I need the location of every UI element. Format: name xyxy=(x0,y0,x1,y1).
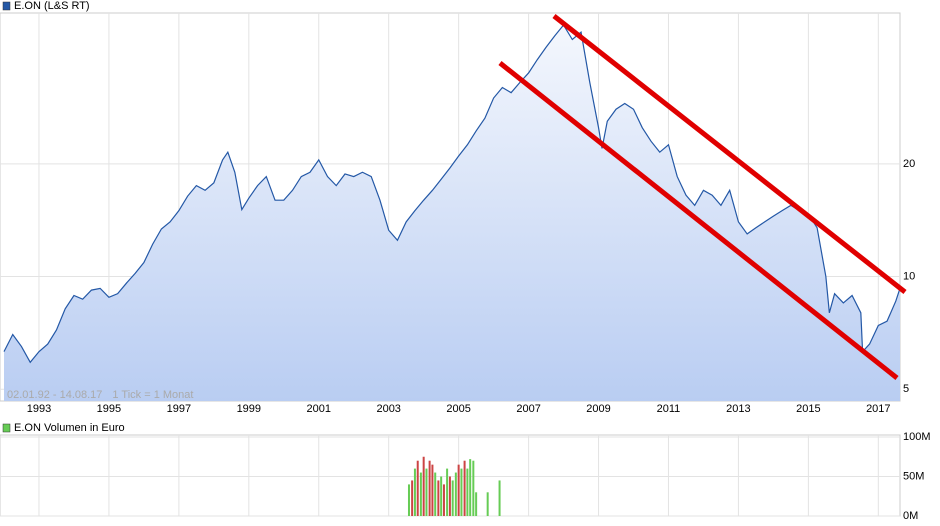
y-tick-label: 50M xyxy=(903,470,924,482)
x-tick-label: 2015 xyxy=(796,403,820,415)
volume-bar xyxy=(460,468,463,516)
trend-line xyxy=(498,61,899,380)
price-line xyxy=(3,24,901,364)
volume-bar xyxy=(475,492,478,516)
x-tick-label: 2007 xyxy=(516,403,540,415)
y-tick-label: 100M xyxy=(903,431,931,443)
volume-bar xyxy=(419,472,422,516)
legend-swatch xyxy=(2,423,11,433)
volume-bar xyxy=(451,480,454,516)
volume-bar xyxy=(411,480,414,516)
legend-label: E.ON (L&S RT) xyxy=(14,0,90,12)
volume-bar xyxy=(431,464,434,516)
y-tick-label: 20 xyxy=(903,158,915,170)
y-tick-label: 0M xyxy=(903,510,918,522)
volume-bar xyxy=(440,476,443,516)
volume-bar xyxy=(437,480,440,516)
volume-bar xyxy=(448,476,451,516)
x-tick-label: 1999 xyxy=(237,403,261,415)
x-tick-label: 2011 xyxy=(657,403,681,415)
legend-label: E.ON Volumen in Euro xyxy=(14,422,125,434)
x-tick-label: 2009 xyxy=(586,403,610,415)
volume-bar xyxy=(416,460,419,516)
x-tick-label: 2001 xyxy=(307,403,331,415)
volume-bar xyxy=(466,468,469,516)
chart-note: 1 Tick = 1 Monat xyxy=(112,389,193,401)
volume-bar xyxy=(425,468,428,516)
volume-bar xyxy=(434,472,437,516)
legend-swatch xyxy=(2,1,11,11)
y-tick-label: 10 xyxy=(903,270,915,282)
x-tick-label: 2017 xyxy=(866,403,890,415)
chart-note: 02.01.92 - 14.08.17 xyxy=(7,389,102,401)
x-tick-label: 1997 xyxy=(167,403,191,415)
x-tick-label: 1993 xyxy=(27,403,51,415)
volume-bar xyxy=(498,480,501,516)
volume-bar xyxy=(457,464,460,516)
volume-bar xyxy=(428,460,431,516)
volume-bar xyxy=(469,459,472,516)
x-tick-label: 2005 xyxy=(446,403,470,415)
volume-bar xyxy=(486,492,489,516)
volume-bar xyxy=(454,472,457,516)
volume-bar xyxy=(442,484,445,516)
x-tick-label: 1995 xyxy=(97,403,121,415)
x-tick-label: 2013 xyxy=(726,403,750,415)
volume-bar xyxy=(422,456,425,516)
volume-bar xyxy=(446,468,449,516)
area-fill xyxy=(4,25,900,401)
y-tick-label: 5 xyxy=(903,383,909,395)
trend-line xyxy=(552,14,907,294)
volume-bar xyxy=(463,460,466,516)
volume-bar xyxy=(407,484,410,516)
volume-bar xyxy=(413,468,416,516)
x-tick-label: 2003 xyxy=(376,403,400,415)
volume-bar xyxy=(472,460,475,516)
